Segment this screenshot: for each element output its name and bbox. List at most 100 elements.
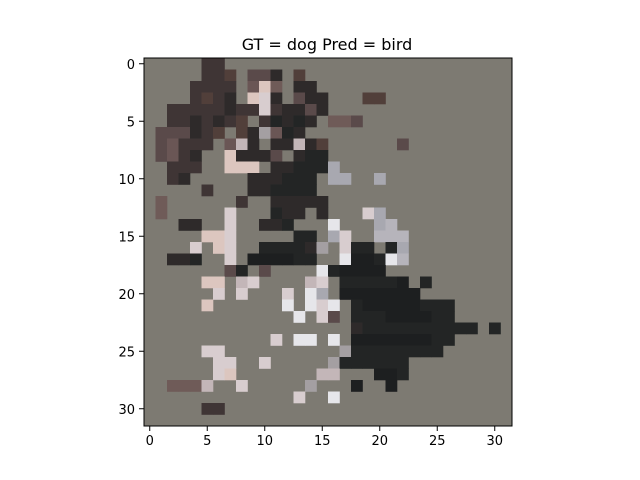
heatmap-cell — [431, 311, 444, 323]
x-tick-label: 30 — [486, 434, 503, 449]
heatmap-cell — [328, 173, 340, 185]
heatmap-cell — [178, 104, 191, 116]
heatmap-cell — [316, 311, 329, 323]
heatmap-cell — [408, 288, 421, 300]
heatmap-cell — [236, 276, 248, 289]
heatmap-cell — [385, 334, 398, 346]
heatmap-cell — [293, 69, 306, 82]
heatmap-cell — [247, 81, 260, 93]
heatmap-cell — [431, 345, 444, 358]
heatmap-cell — [270, 253, 283, 266]
heatmap-cell — [213, 288, 225, 300]
heatmap-cell — [201, 115, 214, 128]
x-axis: 0 5 10 15 20 25 30 — [146, 426, 503, 449]
heatmap-cell — [305, 230, 317, 243]
heatmap-cell — [431, 299, 444, 312]
heatmap-cell — [259, 127, 271, 139]
heatmap-cell — [293, 334, 306, 346]
heatmap-cell — [362, 345, 375, 358]
heatmap-cell — [236, 127, 248, 139]
heatmap-cell — [167, 127, 179, 139]
heatmap-cell — [259, 242, 271, 254]
heatmap-cell — [351, 242, 363, 254]
heatmap-cell — [224, 92, 237, 105]
heatmap-cell — [374, 322, 386, 335]
heatmap-cell — [155, 127, 168, 139]
heatmap-cell — [328, 219, 340, 231]
heatmap-cell — [259, 253, 271, 266]
heatmap-cell — [247, 138, 260, 151]
heatmap-cell — [259, 184, 271, 197]
heatmap-cell — [213, 345, 225, 358]
heatmap-cell — [351, 322, 363, 335]
heatmap-cell — [201, 230, 214, 243]
heatmap-cell — [305, 161, 317, 174]
heatmap-cell — [374, 253, 386, 266]
heatmap-cell — [293, 253, 306, 266]
heatmap-cell — [351, 299, 363, 312]
heatmap-cell — [270, 219, 283, 231]
heatmap-cell — [385, 357, 398, 369]
heatmap-cell — [213, 81, 225, 93]
heatmap-cell — [362, 334, 375, 346]
plot-frame — [143, 57, 513, 427]
heatmap-cell — [408, 299, 421, 312]
heatmap-cell — [282, 173, 294, 185]
heatmap-cell — [167, 138, 179, 151]
heatmap-cell — [270, 173, 283, 185]
heatmap-cell — [259, 115, 271, 128]
y-tick-label: 0 — [127, 58, 135, 73]
heatmap-cell — [420, 322, 432, 335]
heatmap-cell — [167, 161, 179, 174]
y-tick-label: 25 — [118, 345, 135, 360]
heatmap-cell — [385, 380, 398, 392]
heatmap-cell — [293, 391, 306, 404]
heatmap-cell — [247, 127, 260, 139]
heatmap-cell — [316, 207, 329, 220]
heatmap-cell — [224, 219, 237, 231]
heatmap-cell — [328, 334, 340, 346]
heatmap-cell — [270, 334, 283, 346]
x-tick-label: 0 — [146, 434, 154, 449]
heatmap-cell — [339, 253, 352, 266]
heatmap-cell — [167, 173, 179, 185]
chart-title: GT = dog Pred = bird — [242, 35, 413, 54]
heatmap-cell — [374, 219, 386, 231]
heatmap-cell — [293, 115, 306, 128]
heatmap-cell — [293, 230, 306, 243]
heatmap-cell — [328, 311, 340, 323]
heatmap-cell — [270, 115, 283, 128]
heatmap-cell — [224, 368, 237, 381]
heatmap-cell — [385, 276, 398, 289]
heatmap-cell — [420, 345, 432, 358]
heatmap-cell — [408, 311, 421, 323]
heatmap-cell — [247, 161, 260, 174]
heatmap-cell — [316, 104, 329, 116]
heatmap-cell — [201, 138, 214, 151]
heatmap-cell — [201, 104, 214, 116]
heatmap-cell — [247, 150, 260, 162]
heatmap-cell — [293, 184, 306, 197]
heatmap-cell — [362, 92, 375, 105]
heatmap-cell — [305, 242, 317, 254]
heatmap-cell — [397, 322, 409, 335]
heatmap-cell — [293, 242, 306, 254]
heatmap-cell — [431, 334, 444, 346]
heatmap-cell — [259, 265, 271, 277]
heatmap-cell — [224, 138, 237, 151]
heatmap-cell — [178, 219, 191, 231]
heatmap-cell — [351, 357, 363, 369]
heatmap-cell — [362, 276, 375, 289]
heatmap-cell — [190, 104, 202, 116]
heatmap-cell — [420, 311, 432, 323]
heatmap-cell — [339, 115, 352, 128]
heatmap-cell — [316, 196, 329, 208]
y-tick-label: 20 — [118, 288, 135, 303]
heatmap-cell — [224, 81, 237, 93]
heatmap-cell — [362, 322, 375, 335]
heatmap-cell — [305, 276, 317, 289]
heatmap-cell — [213, 403, 225, 415]
heatmap-cell — [351, 334, 363, 346]
heatmap-cell — [201, 380, 214, 392]
